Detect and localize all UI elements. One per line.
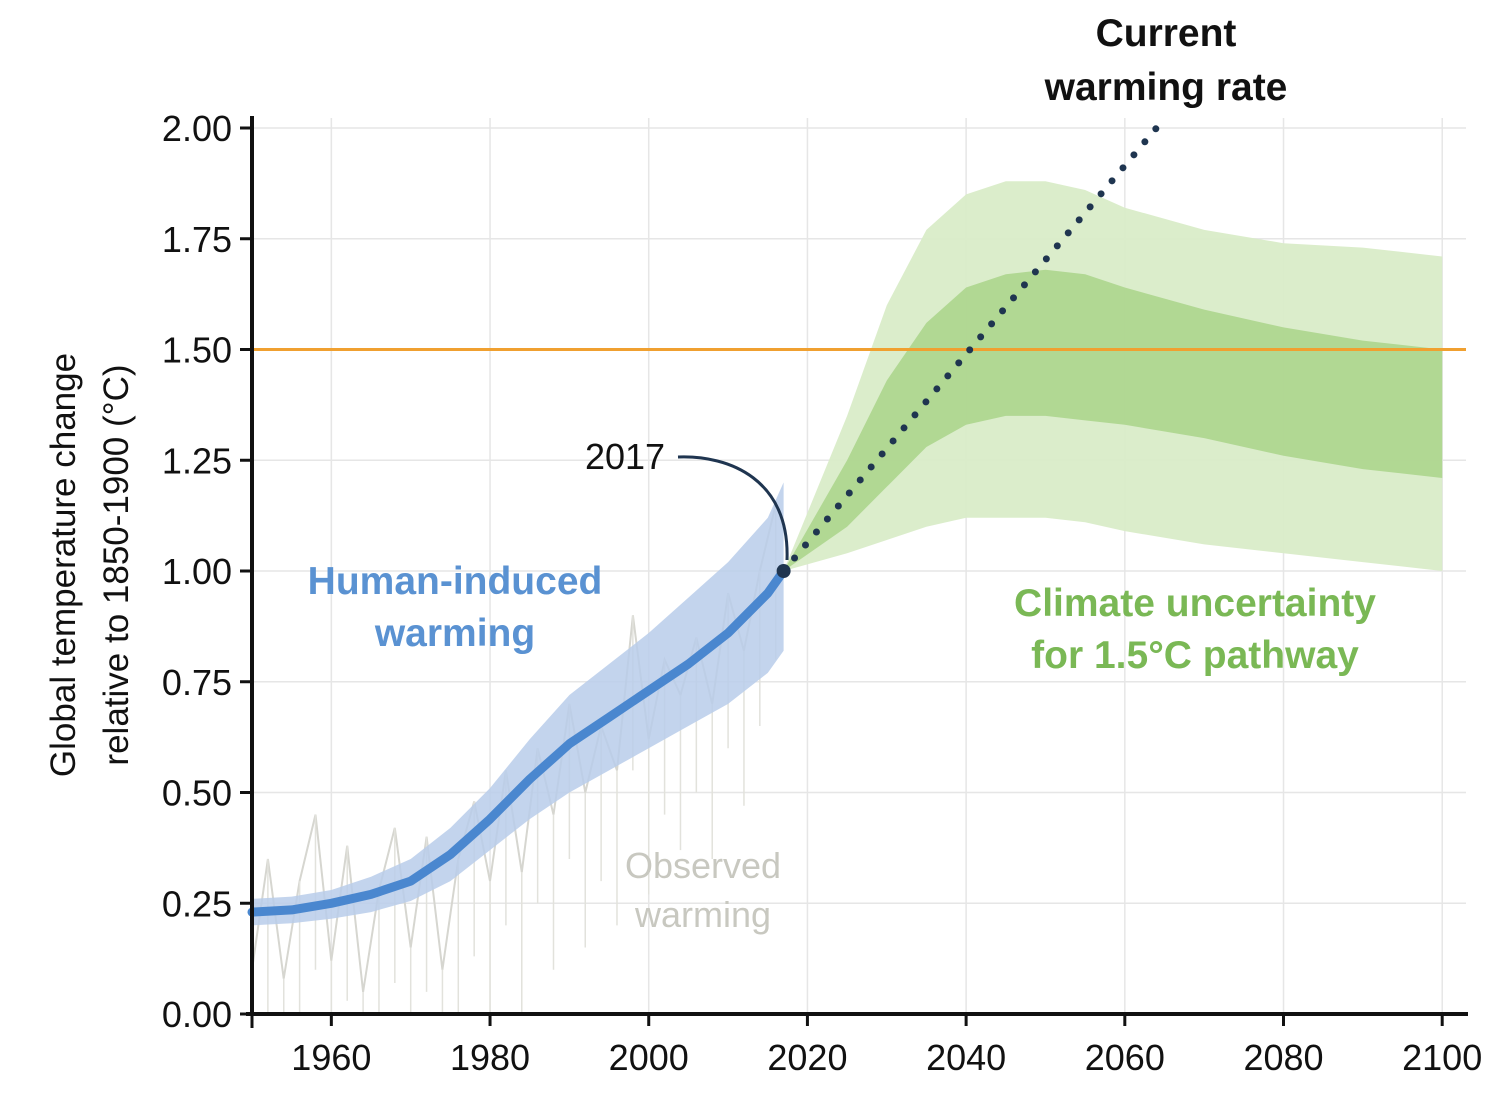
human-induced-label-line-1: Human-induced <box>308 560 603 603</box>
climate-uncertainty-inner-band <box>783 269 1443 571</box>
y-tick-label: 0.00 <box>162 994 232 1035</box>
y-tick-label: 1.25 <box>162 440 232 481</box>
human-induced-uncertainty-band <box>252 482 784 926</box>
x-tick-label: 2000 <box>609 1037 689 1078</box>
y-tick-label: 0.75 <box>162 662 232 703</box>
x-tick-label: 2080 <box>1243 1037 1323 1078</box>
human-induced-label-line-2: warming <box>374 612 535 655</box>
y-tick-label: 1.50 <box>162 330 232 371</box>
series-lines <box>247 124 1466 917</box>
x-tick-label: 2060 <box>1085 1037 1165 1078</box>
x-tick-label: 1980 <box>450 1037 530 1078</box>
climate-uncertainty-label-line-1: Climate uncertainty <box>1014 582 1376 625</box>
uncertainty-bands <box>252 181 1443 926</box>
x-tick-label: 1960 <box>291 1037 371 1078</box>
annotation-2017-point <box>776 564 791 578</box>
observed-label-line-1: Observed <box>625 845 781 886</box>
y-axis-label-line-1: Global temperature change <box>44 353 83 777</box>
x-tick-label: 2100 <box>1402 1037 1482 1078</box>
axes <box>240 116 1468 1028</box>
x-tick-label: 2040 <box>926 1037 1006 1078</box>
annotation-2017-connector <box>677 455 789 561</box>
tick-labels: 0.00 0.25 0.50 0.75 1.00 1.25 1.50 1.75 2.00 1960… <box>162 108 1482 1078</box>
y-axis-label-line-2: relative to 1850-1900 (°C) <box>97 364 136 765</box>
y-tick-label: 1.00 <box>162 551 232 592</box>
current-warming-rate-line <box>780 124 1160 575</box>
current-rate-label-line-2: warming rate <box>1044 66 1288 109</box>
y-tick-label: 1.75 <box>162 219 232 260</box>
y-tick-label: 2.00 <box>162 108 232 149</box>
x-tick-label: 2020 <box>767 1037 847 1078</box>
human-induced-warming-line <box>247 566 789 917</box>
y-tick-label: 0.25 <box>162 883 232 924</box>
current-rate-label-line-1: Current <box>1096 12 1237 55</box>
annotation-marker <box>776 564 791 578</box>
annotation-2017-label: 2017 <box>585 436 665 477</box>
y-tick-label: 0.50 <box>162 773 232 814</box>
observed-label-line-2: warming <box>634 894 771 935</box>
climate-uncertainty-label-line-2: for 1.5°C pathway <box>1031 634 1359 677</box>
